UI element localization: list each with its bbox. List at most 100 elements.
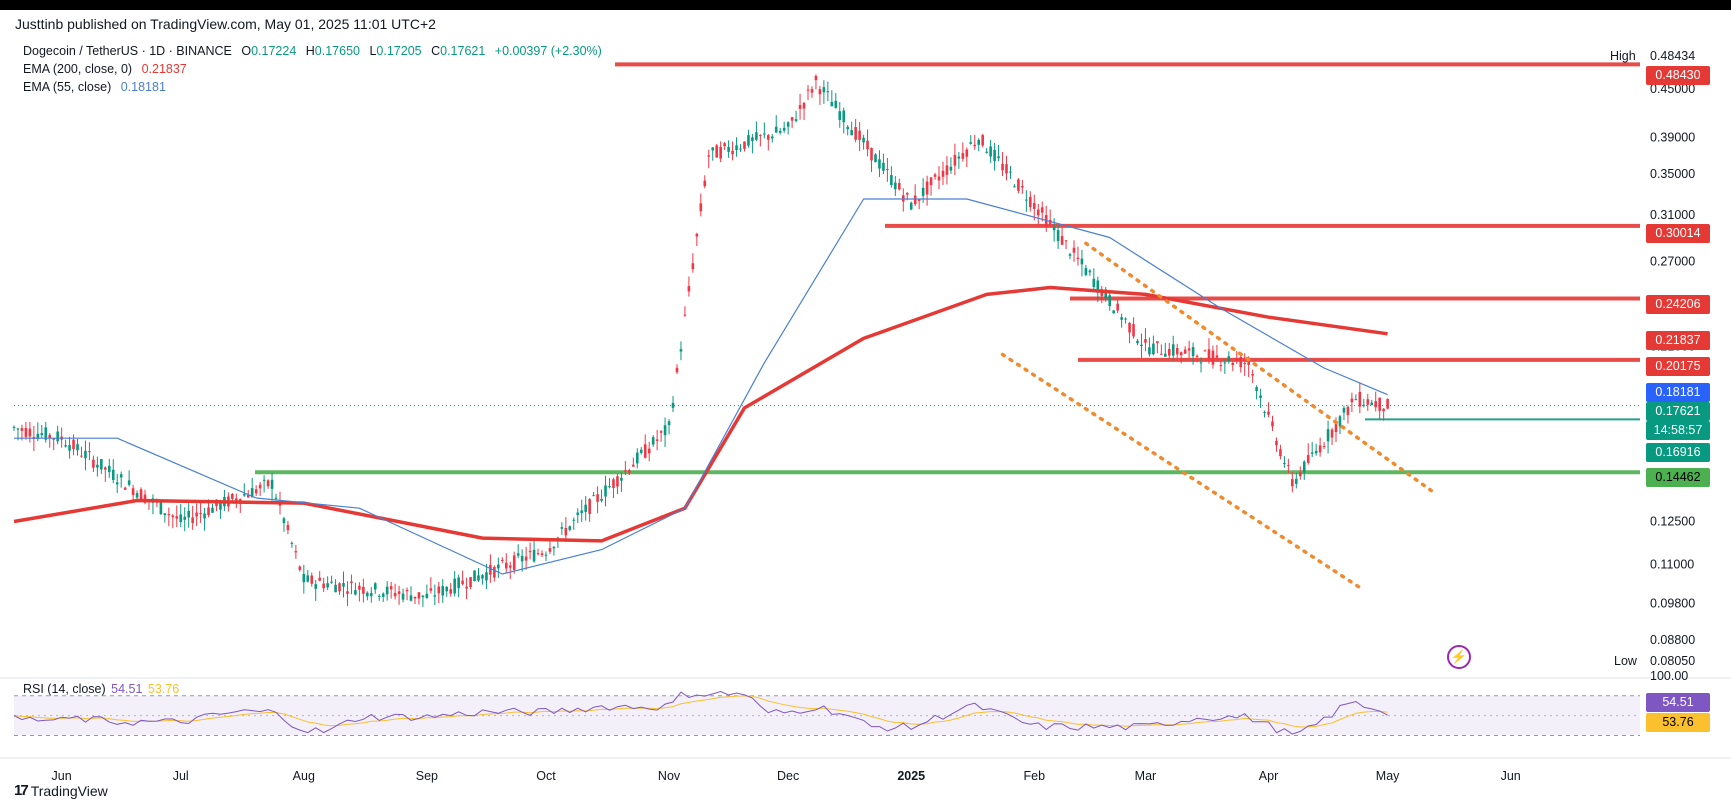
- time-tick-10: Apr: [1259, 769, 1278, 783]
- candle-body: [778, 130, 782, 133]
- candle-body: [373, 583, 377, 590]
- candle-body: [679, 349, 683, 352]
- candle-body: [111, 469, 115, 481]
- time-tick-11: May: [1376, 769, 1400, 783]
- candle-body: [854, 126, 857, 140]
- candle-body: [453, 578, 456, 594]
- price-tick-9: 0.09800: [1650, 597, 1695, 611]
- price-tag-3: 0.21837: [1646, 331, 1710, 350]
- ema-lines: [13, 198, 1388, 575]
- candle-body: [350, 581, 353, 583]
- candle-body: [882, 162, 885, 171]
- candle-body: [1318, 445, 1322, 453]
- candle-body: [1136, 340, 1139, 344]
- candle-body: [941, 170, 945, 177]
- candle-body: [1358, 391, 1362, 407]
- candle-body: [937, 176, 941, 181]
- candle-body: [731, 150, 734, 155]
- candle-body: [1017, 179, 1020, 191]
- candle-body: [1171, 344, 1175, 356]
- candle-body: [1195, 355, 1199, 357]
- brand[interactable]: 17 TradingView: [14, 782, 108, 799]
- candle-body: [1128, 322, 1131, 333]
- candle-body: [632, 464, 635, 467]
- candle-body: [421, 595, 425, 598]
- candle-body: [953, 154, 957, 166]
- candle-body: [520, 555, 524, 562]
- candle-body: [890, 175, 893, 185]
- candle-body: [501, 559, 504, 561]
- candle-body: [282, 518, 286, 524]
- time-tick-9: Mar: [1135, 769, 1157, 783]
- candle-body: [1342, 407, 1346, 413]
- candle-body: [898, 183, 901, 190]
- candle-body: [417, 592, 421, 599]
- candle-body: [409, 595, 413, 601]
- candle-body: [532, 550, 536, 562]
- legend-close: 0.17621: [440, 44, 486, 58]
- candle-body: [1243, 362, 1246, 364]
- candle-body: [100, 459, 103, 470]
- candle-body: [1338, 416, 1342, 427]
- candle-body: [1112, 310, 1115, 314]
- candle-body: [584, 504, 587, 512]
- candle-body: [1374, 401, 1378, 408]
- candle-body: [131, 488, 135, 496]
- candle-body: [866, 140, 869, 150]
- candle-body: [1052, 227, 1056, 231]
- legend-ema55-value: 0.18181: [120, 80, 166, 94]
- candle-body: [957, 156, 961, 159]
- candle-body: [1302, 461, 1306, 473]
- price-tick-0: 0.45000: [1650, 82, 1695, 96]
- candle-body: [508, 565, 512, 568]
- chart-canvas[interactable]: 0.450000.390000.350000.310000.270000.210…: [0, 10, 1731, 809]
- candle-body: [1271, 421, 1274, 427]
- candle-body: [1183, 349, 1187, 354]
- candle-body: [747, 135, 750, 146]
- low-value: 0.08050: [1650, 654, 1696, 668]
- candle-body: [48, 434, 52, 439]
- candle-body: [620, 477, 623, 481]
- candle-body: [612, 479, 615, 489]
- candle-body: [1231, 362, 1235, 366]
- candle-body: [715, 145, 718, 158]
- lightning-icon[interactable]: ⚡: [1447, 645, 1471, 669]
- candle-body: [814, 76, 818, 81]
- time-tick-8: Feb: [1024, 769, 1046, 783]
- candle-body: [362, 586, 365, 594]
- candle-body: [985, 151, 988, 153]
- candle-body: [739, 148, 742, 150]
- legend-rsi-label: RSI (14, close): [23, 682, 106, 696]
- candle-body: [1187, 348, 1191, 351]
- candle-body: [44, 427, 48, 440]
- candle-body: [179, 514, 183, 523]
- candle-body: [199, 513, 202, 515]
- candle-body: [1354, 399, 1358, 401]
- candle-body: [1076, 257, 1080, 259]
- candle-body: [560, 527, 564, 529]
- candle-body: [298, 566, 302, 570]
- candle-body: [711, 147, 715, 151]
- legend-high-label: H: [305, 44, 315, 58]
- candle-body: [655, 439, 659, 441]
- candle-body: [580, 510, 584, 514]
- candle-body: [635, 452, 639, 464]
- candle-body: [596, 494, 599, 502]
- candle-body: [961, 153, 965, 159]
- candle-body: [639, 449, 643, 453]
- candle-body: [600, 498, 603, 501]
- candle-body: [1207, 349, 1211, 360]
- candle-body: [969, 142, 973, 144]
- candle-body: [1013, 186, 1016, 188]
- candle-body: [127, 480, 131, 485]
- candle-body: [28, 428, 32, 437]
- channel-line-1: [1000, 352, 1366, 592]
- candle-body: [302, 573, 306, 583]
- candle-body: [1096, 280, 1100, 293]
- candle-body: [242, 494, 246, 496]
- legend-ema55-label: EMA (55, close): [23, 80, 112, 94]
- candle-body: [342, 583, 345, 587]
- candle-body: [76, 444, 79, 451]
- candle-body: [231, 493, 234, 499]
- candle-body: [671, 402, 675, 408]
